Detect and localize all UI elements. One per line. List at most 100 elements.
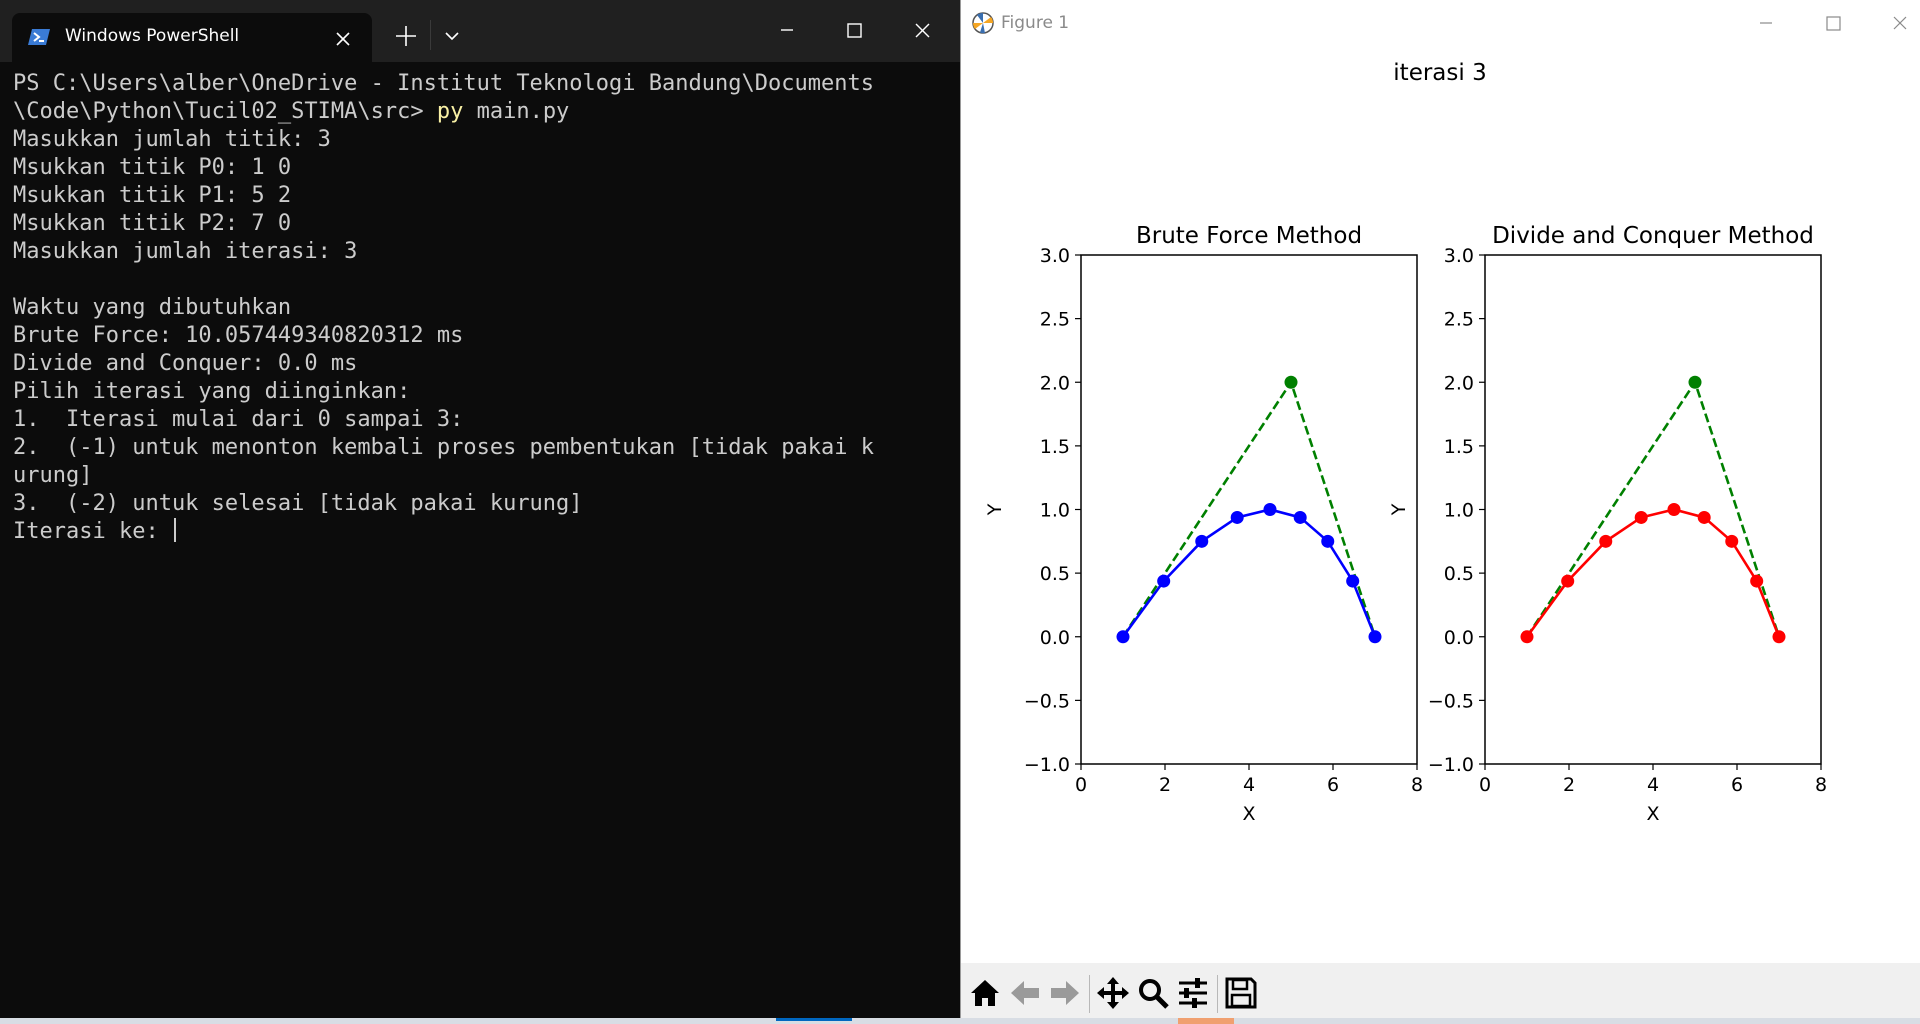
axes-title: Divide and Conquer Method [1492, 223, 1814, 249]
y-tick-label: 0.0 [1444, 627, 1474, 649]
taskbar-active-indicator [776, 1018, 852, 1021]
curve-point-marker [1772, 630, 1786, 644]
output-line: urung] [13, 463, 93, 488]
curve-point-marker [1263, 503, 1277, 516]
terminal-window: Windows PowerShell PS C:\Users\alber\One… [0, 0, 960, 1024]
curve-point-marker [1346, 574, 1360, 588]
output-line: Msukkan titik P2: 7 0 [13, 211, 292, 236]
terminal-output[interactable]: PS C:\Users\alber\OneDrive - Institut Te… [13, 70, 874, 546]
back-arrow-icon[interactable] [1007, 975, 1043, 1011]
zoom-magnifier-icon[interactable] [1135, 975, 1171, 1011]
save-floppy-icon[interactable] [1223, 975, 1259, 1011]
output-line: Pilih iterasi yang diinginkan: [13, 379, 411, 404]
figure-toolbar [961, 963, 1920, 1024]
output-line: Masukkan jumlah titik: 3 [13, 127, 331, 152]
output-line: Brute Force: 10.057449340820312 ms [13, 323, 464, 348]
tab-separator [430, 20, 431, 50]
chevron-down-icon[interactable] [440, 24, 464, 48]
matplotlib-icon [972, 12, 994, 34]
curve-point-marker [1561, 574, 1575, 588]
output-line: 3. (-2) untuk selesai [tidak pakai kurun… [13, 491, 583, 516]
taskbar-app-indicator [1178, 1018, 1234, 1024]
output-line: 1. Iterasi mulai dari 0 sampai 3: [13, 407, 464, 432]
terminal-tab-title: Windows PowerShell [65, 26, 240, 46]
x-tick-label: 0 [1479, 774, 1491, 796]
figure-canvas[interactable]: iterasi 3 0 2 4 6 8−1.0−0.50.00.51.01.52.02.… [961, 45, 1920, 963]
curve-point-marker [1368, 630, 1382, 644]
y-axis-label: Y [1388, 503, 1410, 516]
curve-point-marker [1750, 574, 1764, 588]
y-tick-label: 3.0 [1444, 245, 1474, 267]
curve-point-marker [1599, 534, 1613, 548]
curve-point-marker [1195, 534, 1209, 548]
x-tick-label: 8 [1411, 774, 1423, 796]
output-line [13, 266, 874, 294]
curve-point-marker [1321, 534, 1335, 548]
x-tick-label: 4 [1647, 774, 1659, 796]
figure-window: Figure 1 iterasi 3 0 2 4 6 8 −1.0 −0.5 0.0 0.5 1.… [960, 0, 1920, 1024]
y-tick-label: 3.0 [1040, 245, 1070, 267]
home-icon[interactable] [967, 975, 1003, 1011]
axes-title: Brute Force Method [1136, 223, 1362, 249]
curve-point-marker [1116, 630, 1130, 644]
brute-force-axes: 0 2 4 6 8 −1.0 −0.5 0.0 0.5 1.0 1.5 2.0 2.5 3.0 Brute … [984, 223, 1423, 825]
curve-point-marker [1230, 510, 1244, 524]
y-tick-label: 0.5 [1444, 563, 1474, 585]
y-tick-label: 1.5 [1444, 436, 1474, 458]
y-tick-label: 1.5 [1040, 436, 1070, 458]
y-tick-label: 0.5 [1040, 563, 1070, 585]
x-tick-label: 2 [1159, 774, 1171, 796]
prompt-path: \Code\Python\Tucil02_STIMA\src> [13, 99, 437, 124]
curve-point-marker [1520, 630, 1534, 644]
x-axis-label: X [1646, 803, 1659, 825]
y-tick-label: 0.0 [1040, 627, 1070, 649]
command-keyword: py [436, 99, 464, 124]
output-line: Masukkan jumlah iterasi: 3 [13, 239, 358, 264]
minimize-icon[interactable] [1746, 8, 1786, 38]
toolbar-separator [1089, 975, 1090, 1013]
y-axis-label: Y [984, 503, 1006, 516]
x-tick-label: 8 [1815, 774, 1827, 796]
close-icon[interactable] [1880, 8, 1920, 38]
y-tick-label: 2.0 [1444, 372, 1474, 394]
divide-conquer-axes: 0 2 4 6 8−1.0−0.50.00.51.01.52.02.53.0Divide… [1388, 223, 1827, 825]
output-line: Divide and Conquer: 0.0 ms [13, 351, 358, 376]
axes-frame [1080, 254, 1418, 765]
y-tick-label: 2.0 [1040, 372, 1070, 394]
curve-point-marker [1634, 510, 1648, 524]
axes-frame [1484, 254, 1822, 765]
output-line: 2. (-1) untuk menonton kembali proses pe… [13, 435, 874, 460]
taskbar-strip [0, 1018, 1920, 1024]
figure-suptitle: iterasi 3 [1393, 60, 1486, 86]
terminal-titlebar: Windows PowerShell [0, 0, 960, 62]
control-point-marker [1688, 375, 1702, 389]
toolbar-separator [1217, 975, 1218, 1013]
y-tick-label: 2.5 [1040, 309, 1070, 331]
y-tick-label: −0.5 [1024, 690, 1070, 712]
x-tick-label: 0 [1075, 774, 1087, 796]
control-point-marker [1284, 375, 1298, 389]
output-line: Waktu yang dibutuhkan [13, 295, 292, 320]
maximize-icon[interactable] [832, 10, 876, 50]
input-prompt: Iterasi ke: [13, 519, 172, 544]
forward-arrow-icon[interactable] [1047, 975, 1083, 1011]
x-tick-label: 4 [1243, 774, 1255, 796]
pan-move-icon[interactable] [1095, 975, 1131, 1011]
curve-point-marker [1667, 503, 1681, 516]
y-tick-label: −1.0 [1024, 754, 1070, 776]
close-icon[interactable] [900, 10, 944, 50]
input-line[interactable]: Iterasi ke: [13, 518, 874, 546]
y-tick-label: 1.0 [1444, 500, 1474, 522]
maximize-icon[interactable] [1813, 8, 1853, 38]
y-tick-label: −1.0 [1428, 754, 1474, 776]
configure-subplots-icon[interactable] [1175, 975, 1211, 1011]
x-tick-label: 2 [1563, 774, 1575, 796]
figure-titlebar: Figure 1 [961, 0, 1920, 45]
terminal-tab[interactable]: Windows PowerShell [12, 13, 372, 62]
close-tab-icon[interactable] [332, 28, 354, 50]
prompt-line-continued: \Code\Python\Tucil02_STIMA\src> py main.… [13, 98, 874, 126]
prompt-line: PS C:\Users\alber\OneDrive - Institut Te… [13, 71, 874, 96]
plus-icon[interactable] [392, 22, 420, 50]
minimize-icon[interactable] [765, 10, 809, 50]
text-cursor [173, 518, 176, 542]
